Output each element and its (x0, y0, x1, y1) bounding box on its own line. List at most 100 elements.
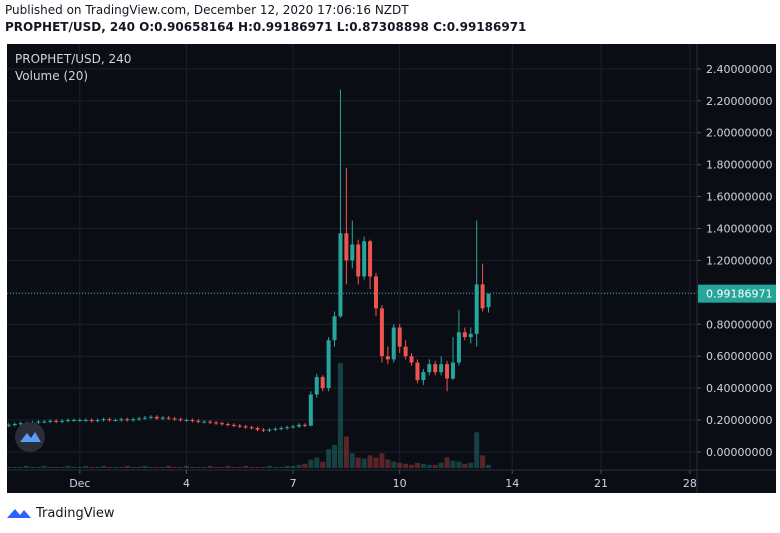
candle-body (279, 428, 284, 430)
candle-body (344, 233, 349, 261)
chart-background (7, 44, 776, 493)
y-tick-label: 1.40000000 (706, 223, 772, 236)
candle-body (48, 420, 53, 422)
volume-bar (18, 466, 24, 468)
volume-bar (450, 460, 456, 468)
candle-body (196, 420, 201, 422)
candle-body (445, 364, 450, 379)
y-tick-label: 0.00000000 (706, 446, 772, 459)
volume-bar (118, 466, 124, 468)
volume-bar (106, 466, 112, 468)
volume-bar (266, 465, 272, 468)
volume-bar (225, 465, 231, 468)
volume-bar (456, 461, 462, 468)
footer: TradingView (6, 505, 115, 521)
candle-body (148, 416, 153, 418)
volume-bar (444, 457, 450, 468)
candle-body (433, 364, 438, 373)
volume-bar (260, 466, 266, 468)
candle-body (125, 419, 130, 421)
volume-bar (255, 466, 261, 468)
candle-body (249, 427, 254, 429)
candle-body (184, 420, 189, 422)
y-tick-label: 1.20000000 (706, 254, 772, 267)
volume-bar (178, 466, 184, 468)
volume-bar (160, 466, 166, 468)
volume-bar (272, 466, 278, 468)
candle-body (302, 424, 307, 426)
candle-body (255, 428, 260, 430)
volume-bar (249, 466, 255, 468)
y-tick-label: 0.20000000 (706, 414, 772, 427)
volume-bar (41, 465, 47, 468)
candle-body (439, 364, 444, 373)
candle-body (237, 425, 242, 427)
volume-bar (24, 465, 30, 468)
volume-bar (59, 466, 65, 468)
volume-bar (219, 466, 225, 468)
candle-body (178, 419, 183, 421)
candle-body (71, 420, 76, 422)
volume-bar (361, 458, 367, 468)
volume-bar (355, 457, 361, 468)
volume-bar (237, 466, 243, 468)
y-tick-label: 2.20000000 (706, 95, 772, 108)
candle-body (332, 316, 337, 341)
candle-body (261, 429, 266, 431)
volume-bar (148, 466, 154, 468)
candle-body (219, 423, 224, 425)
volume-bar (142, 465, 148, 468)
y-tick-label: 2.00000000 (706, 127, 772, 140)
candle-body (391, 327, 396, 360)
candle-body (296, 424, 301, 427)
volume-bar (189, 466, 195, 468)
candle-body (362, 241, 367, 277)
candle-body (113, 420, 118, 422)
brand-name: TradingView (36, 505, 115, 521)
candle-body (450, 362, 455, 379)
volume-bar (290, 465, 296, 468)
x-tick-label: 7 (290, 477, 297, 490)
candle-body (101, 419, 106, 421)
volume-bar (183, 465, 189, 468)
volume-bar (29, 466, 35, 468)
candle-body (474, 284, 479, 334)
candle-body (421, 372, 426, 381)
candle-body (456, 332, 461, 363)
volume-bar (367, 455, 373, 468)
candle-body (190, 420, 195, 422)
volume-bar (284, 465, 290, 468)
candle-body (60, 420, 65, 422)
volume-bar (432, 464, 438, 468)
volume-bar (6, 466, 12, 468)
candle-body (95, 420, 100, 422)
volume-bar (474, 432, 480, 468)
volume-pane (6, 363, 492, 468)
volume-bar (231, 466, 237, 468)
volume-bar (326, 449, 332, 468)
candle-body (285, 427, 290, 429)
volume-bar (166, 465, 172, 468)
volume-bar (89, 466, 95, 468)
volume-bar (332, 444, 338, 468)
x-tick-label: 4 (183, 477, 190, 490)
candle-body (119, 419, 124, 421)
candle-body (225, 424, 230, 426)
last-price-box (698, 284, 776, 303)
volume-bar (314, 457, 320, 468)
volume-bar (154, 466, 160, 468)
y-tick-label: 0.40000000 (706, 382, 772, 395)
candle-body (89, 420, 94, 422)
candle-body (308, 394, 313, 426)
candle-body (320, 376, 325, 389)
brand-logo (7, 509, 31, 518)
volume-bar (112, 466, 118, 468)
volume-bar (349, 453, 355, 468)
volume-bar (296, 464, 302, 468)
volume-bar (278, 466, 284, 468)
volume-bar (403, 463, 409, 468)
volume-bar (195, 466, 201, 468)
candle-body (468, 333, 473, 338)
candle-body (6, 424, 11, 426)
volume-bar (385, 459, 391, 468)
